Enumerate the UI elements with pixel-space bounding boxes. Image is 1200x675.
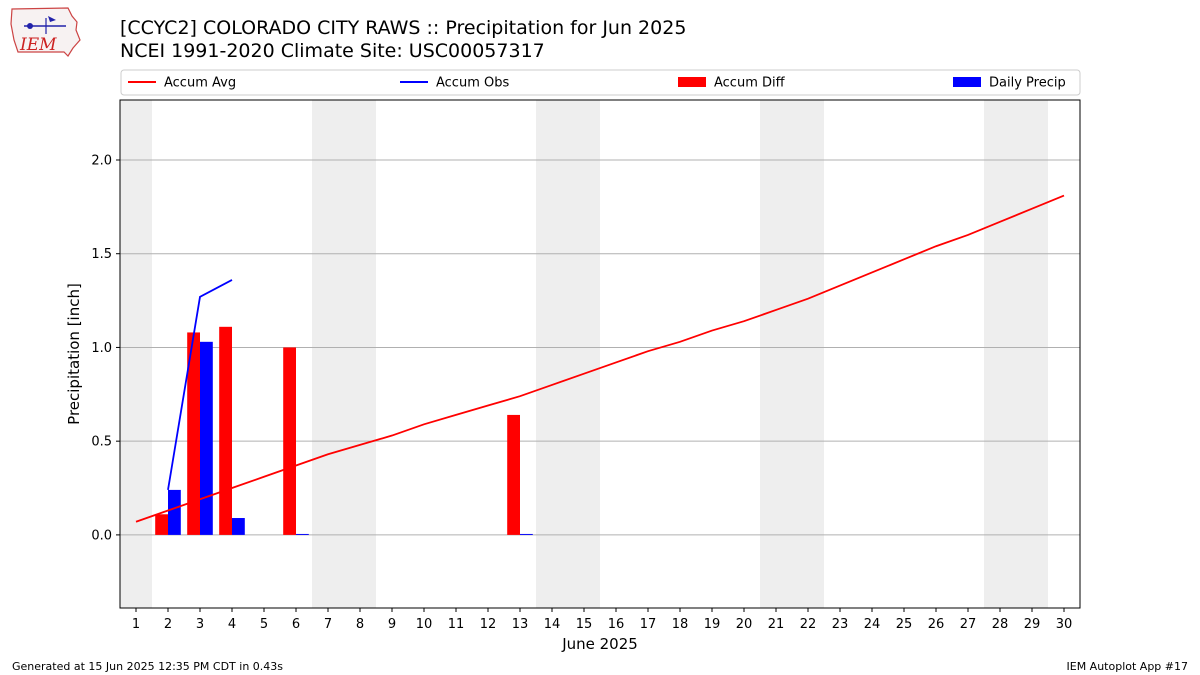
x-tick-label-16: 16 (608, 617, 625, 632)
accum-diff-bar-day-4 (219, 326, 232, 535)
legend-swatch-2 (678, 77, 706, 87)
accum-diff-bar-day-2 (155, 514, 168, 535)
x-tick-label-28: 28 (992, 617, 1009, 632)
x-tick-label-1: 1 (132, 617, 140, 632)
x-tick-label-18: 18 (672, 617, 689, 632)
x-tick-label-22: 22 (800, 617, 817, 632)
y-tick-label-3: 1.5 (91, 247, 112, 262)
daily-precip-bar-day-13 (520, 533, 533, 535)
x-tick-label-12: 12 (480, 617, 497, 632)
legend-label-2: Accum Diff (714, 76, 786, 91)
chart-title: [CCYC2] COLORADO CITY RAWS :: Precipitat… (120, 17, 687, 39)
accum-diff-bar-day-6 (283, 347, 296, 535)
y-tick-label-0: 0.0 (91, 528, 112, 543)
legend-label-1: Accum Obs (436, 76, 509, 91)
generated-timestamp: Generated at 15 Jun 2025 12:35 PM CDT in… (12, 660, 284, 673)
x-tick-label-2: 2 (164, 617, 172, 632)
x-tick-label-5: 5 (260, 617, 268, 632)
chart-subtitle: NCEI 1991-2020 Climate Site: USC00057317 (120, 40, 545, 62)
logo-text: IEM (19, 35, 57, 55)
weekend-shade-day-22 (792, 100, 824, 608)
x-axis-label: June 2025 (561, 635, 638, 653)
x-tick-label-13: 13 (512, 617, 529, 632)
weekend-shade-day-1 (120, 100, 152, 608)
x-tick-label-3: 3 (196, 617, 204, 632)
x-tick-label-24: 24 (864, 617, 881, 632)
daily-precip-bar-day-4 (232, 518, 245, 535)
iem-logo: IEM (8, 6, 82, 62)
x-tick-label-4: 4 (228, 617, 236, 632)
x-tick-label-6: 6 (292, 617, 300, 632)
x-tick-label-30: 30 (1056, 617, 1073, 632)
x-tick-label-7: 7 (324, 617, 332, 632)
x-tick-label-29: 29 (1024, 617, 1041, 632)
x-tick-label-14: 14 (544, 617, 561, 632)
y-axis-label: Precipitation [inch] (65, 283, 83, 425)
accum-obs-line (167, 279, 233, 491)
y-tick-label-2: 1.0 (91, 341, 112, 356)
x-tick-label-19: 19 (704, 617, 721, 632)
accum-diff-bar-day-13 (507, 414, 520, 535)
legend-label-0: Accum Avg (164, 76, 236, 91)
x-tick-label-9: 9 (388, 617, 396, 632)
x-tick-label-8: 8 (356, 617, 364, 632)
x-tick-label-26: 26 (928, 617, 945, 632)
weekend-shade-day-29 (1016, 100, 1048, 608)
x-tick-label-27: 27 (960, 617, 977, 632)
plot-frame (119, 99, 1081, 609)
x-tick-label-11: 11 (448, 617, 465, 632)
x-tick-label-15: 15 (576, 617, 593, 632)
daily-precip-bar-day-3 (200, 341, 213, 535)
daily-precip-bar-day-6 (296, 533, 309, 535)
x-tick-label-25: 25 (896, 617, 913, 632)
accum-diff-bar-day-3 (187, 332, 200, 535)
weekend-shade-day-28 (984, 100, 1016, 608)
x-tick-label-21: 21 (768, 617, 785, 632)
y-tick-label-4: 2.0 (91, 153, 112, 168)
legend-box (120, 69, 1081, 96)
weekend-shade-day-21 (760, 100, 792, 608)
daily-precip-bar-day-2 (168, 489, 181, 535)
x-tick-label-17: 17 (640, 617, 657, 632)
x-tick-label-20: 20 (736, 617, 753, 632)
app-credit: IEM Autoplot App #17 (1066, 660, 1189, 673)
legend-label-3: Daily Precip (989, 76, 1066, 91)
weekend-shade-day-15 (568, 100, 600, 608)
x-tick-label-23: 23 (832, 617, 849, 632)
weekend-shade-day-7 (312, 100, 344, 608)
legend-swatch-3 (953, 77, 981, 87)
y-tick-label-1: 0.5 (91, 435, 112, 450)
x-tick-label-10: 10 (416, 617, 433, 632)
weekend-shade-day-14 (536, 100, 568, 608)
weekend-shade-day-8 (344, 100, 376, 608)
accum-avg-line (135, 194, 1065, 523)
